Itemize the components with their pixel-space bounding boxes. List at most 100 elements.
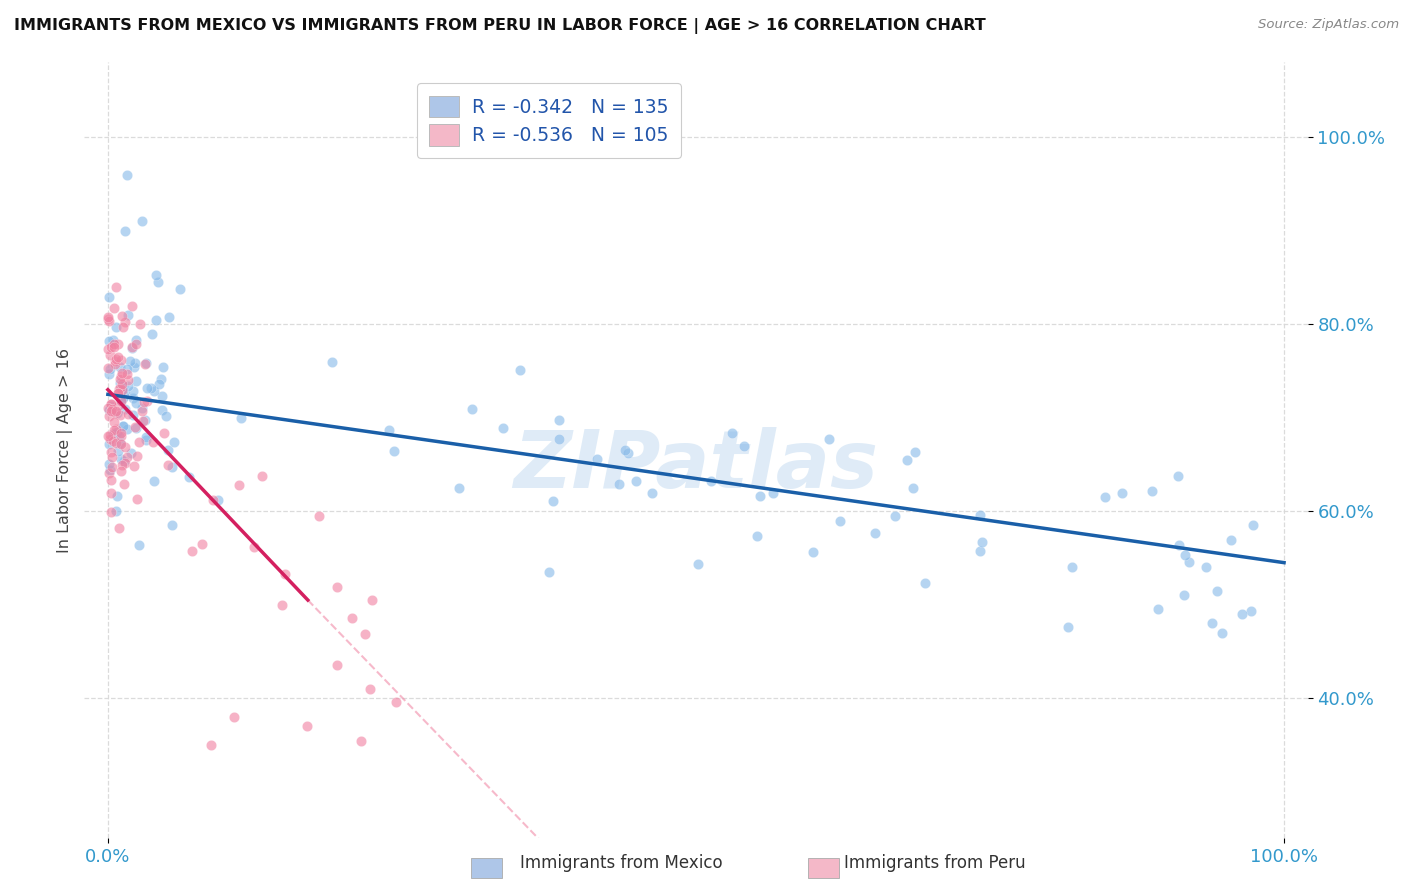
Point — [733, 439, 755, 453]
Point — [115, 168, 138, 182]
Point — [148, 276, 170, 290]
Point — [112, 454, 135, 468]
Point — [128, 538, 150, 552]
Point — [114, 440, 136, 454]
Point — [134, 356, 156, 370]
Point — [97, 334, 120, 349]
Point — [228, 477, 250, 491]
Point — [103, 336, 125, 351]
Point — [121, 384, 143, 398]
Point — [122, 408, 145, 422]
Point — [104, 404, 127, 418]
Point — [308, 508, 330, 523]
Point — [112, 477, 135, 491]
Point — [97, 457, 120, 471]
Point — [150, 389, 173, 403]
Point — [100, 486, 122, 500]
Point — [135, 433, 157, 447]
Point — [114, 456, 136, 470]
Point — [125, 420, 148, 434]
Text: Immigrants from Mexico: Immigrants from Mexico — [520, 855, 723, 872]
Point — [155, 409, 177, 423]
Point — [207, 492, 229, 507]
Point — [105, 422, 128, 436]
Point — [98, 432, 121, 446]
Point — [100, 505, 122, 519]
Text: ZIPatlas: ZIPatlas — [513, 427, 879, 505]
Point — [541, 493, 564, 508]
Point — [640, 486, 662, 500]
Point — [122, 459, 145, 474]
Point — [229, 410, 252, 425]
Point — [101, 426, 124, 441]
Point — [382, 444, 405, 458]
Point — [721, 426, 744, 441]
Point — [128, 435, 150, 450]
Point — [97, 360, 120, 375]
Text: IMMIGRANTS FROM MEXICO VS IMMIGRANTS FROM PERU IN LABOR FORCE | AGE > 16 CORRELA: IMMIGRANTS FROM MEXICO VS IMMIGRANTS FRO… — [14, 18, 986, 34]
Point — [145, 313, 167, 327]
Point — [200, 738, 222, 752]
Point — [110, 393, 132, 408]
Point — [114, 224, 136, 238]
Point — [107, 351, 129, 365]
Point — [111, 309, 134, 323]
Point — [135, 381, 157, 395]
Point — [103, 301, 125, 316]
Point — [163, 434, 186, 449]
Point — [104, 406, 127, 420]
Point — [97, 367, 120, 381]
Point — [242, 540, 264, 554]
Legend: R = -0.342   N = 135, R = -0.536   N = 105: R = -0.342 N = 135, R = -0.536 N = 105 — [418, 84, 681, 158]
Point — [143, 384, 166, 399]
Point — [97, 429, 120, 443]
Point — [98, 290, 121, 304]
Point — [108, 381, 131, 395]
Point — [111, 379, 134, 393]
Point — [110, 368, 132, 383]
Point — [903, 481, 925, 495]
Y-axis label: In Labor Force | Age > 16: In Labor Force | Age > 16 — [58, 348, 73, 553]
Point — [125, 333, 148, 347]
Point — [125, 374, 148, 388]
Point — [134, 357, 156, 371]
Point — [152, 359, 174, 374]
Point — [148, 377, 170, 392]
Point — [127, 492, 149, 507]
Point — [150, 372, 173, 386]
Point — [863, 526, 886, 541]
Point — [1205, 584, 1227, 599]
Point — [700, 474, 723, 488]
Point — [111, 418, 134, 433]
Point — [100, 396, 122, 410]
Point — [321, 355, 343, 369]
Point — [250, 469, 273, 483]
Point — [548, 413, 571, 427]
Point — [1219, 533, 1241, 547]
Point — [118, 354, 141, 368]
Point — [162, 460, 184, 475]
Point — [107, 399, 129, 413]
Point — [115, 450, 138, 464]
Point — [98, 428, 121, 442]
Point — [97, 310, 120, 324]
Point — [884, 508, 907, 523]
Point — [98, 467, 121, 481]
Point — [110, 426, 132, 441]
Point — [117, 373, 139, 387]
Point — [1211, 625, 1233, 640]
Point — [108, 376, 131, 390]
Point — [121, 299, 143, 313]
Point — [447, 481, 470, 495]
Point — [105, 504, 128, 518]
Point — [107, 385, 129, 400]
Point — [326, 580, 349, 594]
Point — [107, 443, 129, 458]
Point — [103, 415, 125, 429]
Point — [1147, 602, 1170, 616]
Point — [157, 443, 180, 458]
Point — [201, 493, 224, 508]
Point — [128, 317, 150, 331]
Point — [686, 558, 709, 572]
Point — [914, 576, 936, 591]
